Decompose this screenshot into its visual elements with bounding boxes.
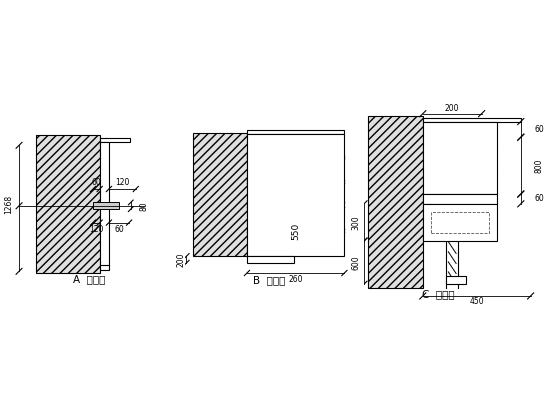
Text: 260: 260 <box>288 275 303 284</box>
Bar <box>36 135 100 273</box>
Bar <box>100 138 130 142</box>
Bar <box>247 130 344 134</box>
Bar <box>446 276 466 284</box>
Text: 200: 200 <box>445 104 459 113</box>
Text: 1268: 1268 <box>4 194 13 214</box>
Bar <box>368 116 423 288</box>
Bar <box>423 204 497 241</box>
Text: C  剖面图: C 剖面图 <box>422 289 455 299</box>
Bar <box>93 202 119 209</box>
Text: 600: 600 <box>352 255 361 270</box>
Text: 60: 60 <box>91 178 101 187</box>
Text: A  剖面图: A 剖面图 <box>73 274 106 284</box>
Text: 800: 800 <box>534 158 544 173</box>
Text: 60: 60 <box>534 125 544 134</box>
Bar <box>247 134 344 256</box>
Text: 60: 60 <box>534 194 544 203</box>
Bar <box>193 133 247 256</box>
Text: B  剖面图: B 剖面图 <box>253 275 285 285</box>
Text: 200: 200 <box>176 252 186 267</box>
Text: 550: 550 <box>291 223 300 240</box>
Text: 450: 450 <box>469 297 484 306</box>
Bar <box>100 265 109 270</box>
Bar <box>100 142 109 266</box>
Text: 120: 120 <box>115 178 129 187</box>
Text: 60: 60 <box>114 225 124 234</box>
Bar <box>423 194 497 204</box>
Text: 80: 80 <box>139 201 149 210</box>
Text: 300: 300 <box>352 215 361 230</box>
Bar <box>431 212 489 233</box>
Bar <box>423 118 521 121</box>
Bar <box>247 256 294 263</box>
Text: 120: 120 <box>89 225 104 234</box>
Bar <box>423 121 497 194</box>
